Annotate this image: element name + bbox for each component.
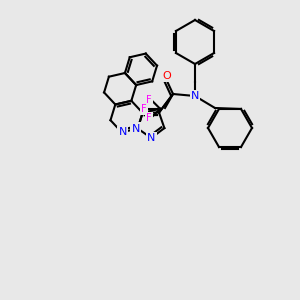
Text: F: F <box>146 95 152 105</box>
Text: F: F <box>141 104 147 114</box>
Text: O: O <box>163 71 171 81</box>
Text: F: F <box>146 113 152 123</box>
Text: N: N <box>147 133 155 143</box>
Text: N: N <box>132 124 140 134</box>
Text: N: N <box>118 127 127 137</box>
Text: N: N <box>191 91 199 101</box>
